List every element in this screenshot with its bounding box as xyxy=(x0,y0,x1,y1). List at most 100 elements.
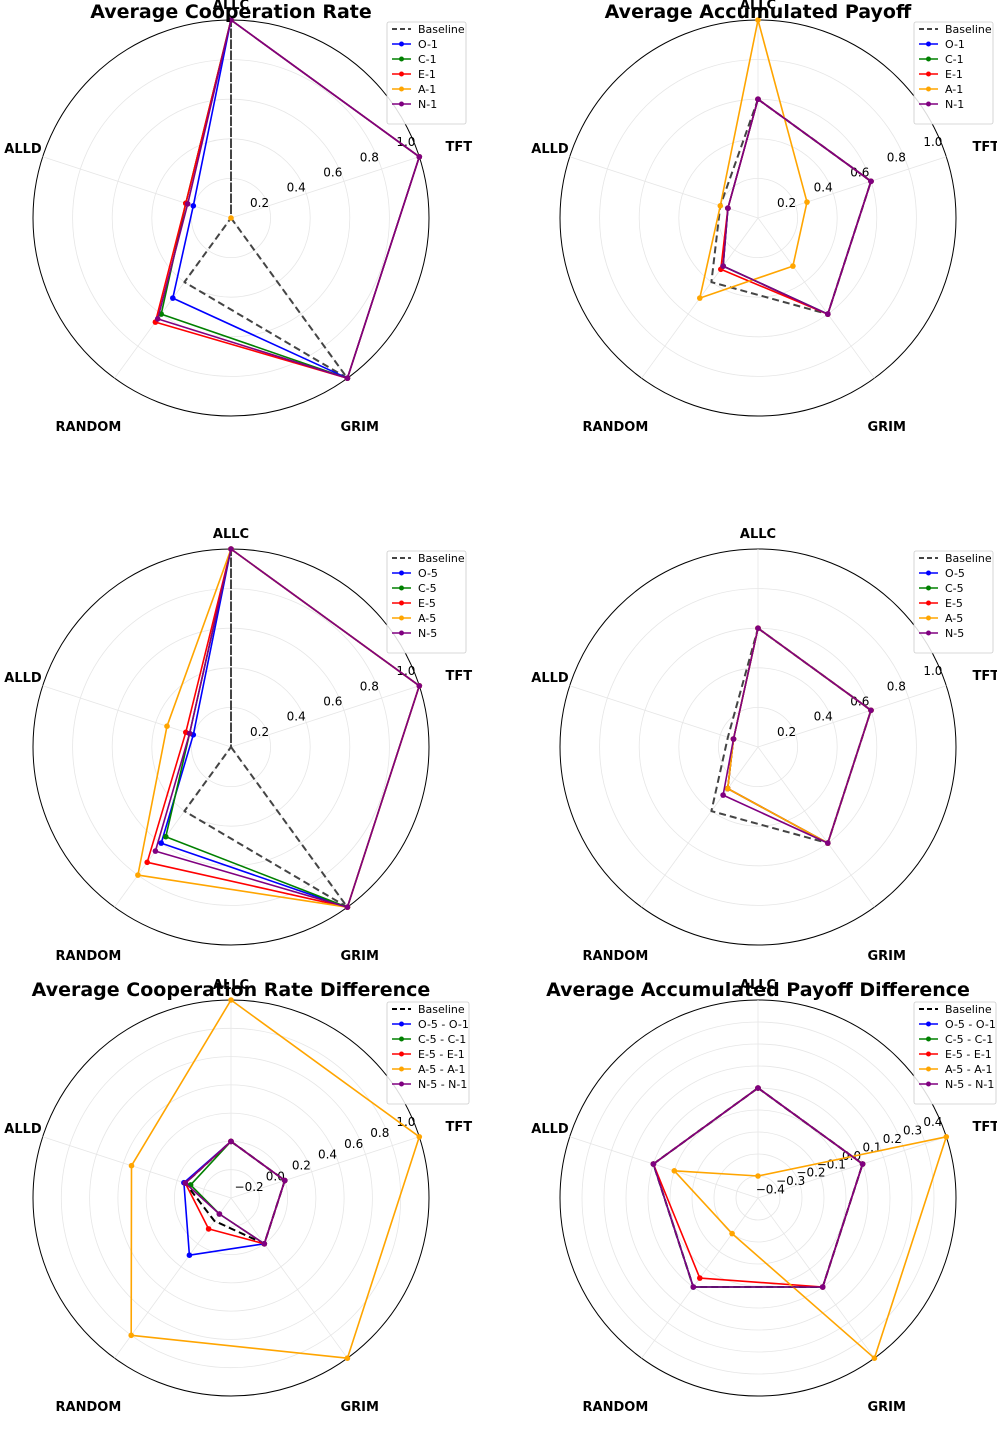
radial-tick-label: 0.8 xyxy=(360,679,379,693)
legend-label: C-5 - C-1 xyxy=(945,1033,993,1046)
data-point xyxy=(228,1138,234,1145)
series-line xyxy=(184,1140,286,1245)
legend-marker xyxy=(399,570,404,576)
radial-tick-label: 0.8 xyxy=(887,679,906,693)
data-point xyxy=(416,154,423,160)
legend-marker xyxy=(399,585,404,591)
radial-tick-label: −0.2 xyxy=(796,1166,825,1180)
axis-label-alld: ALLD xyxy=(531,1122,569,1137)
legend-label: N-5 - N-1 xyxy=(945,1078,994,1091)
axis-label-grim: GRIM xyxy=(340,1400,378,1415)
spoke xyxy=(230,1136,420,1199)
series-line xyxy=(698,19,808,299)
spoke xyxy=(641,746,759,908)
axis-label-grim: GRIM xyxy=(340,949,378,964)
legend-frame xyxy=(913,21,994,125)
legend-marker xyxy=(926,585,931,591)
series-line xyxy=(154,548,421,909)
axis-label-alld: ALLD xyxy=(4,142,42,157)
radar-chart-2: 0.20.40.60.81.0ALLCTFTGRIMRANDOMALLDAver… xyxy=(531,0,997,435)
data-point xyxy=(182,1180,189,1186)
data-point xyxy=(190,203,197,209)
legend-label: O-5 xyxy=(945,567,965,580)
series-n-5-n-1 xyxy=(182,1138,288,1247)
radial-tick-label: 0.4 xyxy=(814,181,833,195)
legend-marker xyxy=(926,41,931,47)
data-point xyxy=(717,203,724,209)
spoke xyxy=(757,217,875,379)
legend-marker xyxy=(926,101,931,107)
series-a-5-a-1 xyxy=(128,997,423,1361)
axis-label-tft: TFT xyxy=(445,669,472,684)
data-point xyxy=(184,201,191,207)
data-point xyxy=(216,1211,223,1217)
series-line xyxy=(183,19,349,380)
series-line xyxy=(137,548,421,909)
data-point xyxy=(720,792,726,798)
data-point xyxy=(755,1173,761,1179)
spoke xyxy=(42,156,232,219)
series-line xyxy=(673,1136,948,1359)
axis-label-alld: ALLD xyxy=(531,671,569,686)
radial-tick-label: −0.1 xyxy=(817,1157,846,1171)
data-point xyxy=(650,1161,657,1167)
axis-label-alld: ALLD xyxy=(4,1122,42,1137)
data-point xyxy=(755,96,761,102)
legend-label: Baseline xyxy=(945,23,992,36)
axis-label-allc: ALLC xyxy=(213,978,249,993)
legend-frame xyxy=(386,21,467,125)
legend-frame xyxy=(386,1001,470,1105)
series-line xyxy=(130,999,421,1359)
legend-marker xyxy=(926,600,931,606)
axis-label-allc: ALLC xyxy=(740,0,776,13)
data-point xyxy=(671,1168,678,1174)
legend-frame xyxy=(913,550,994,654)
radar-chart-3: 0.2 0.4 0.6 0.8 1.0 ALLC TFT GRIM RANDOM ALLD Base… xyxy=(4,527,472,964)
legend: Baseline O-1 C-1 E-1 A-1 N-1 xyxy=(386,21,467,125)
series-a-1 xyxy=(228,215,234,221)
spoke xyxy=(230,685,420,748)
data-point xyxy=(868,707,874,714)
spoke xyxy=(230,1197,348,1359)
data-point xyxy=(205,1226,212,1232)
legend-label: O-5 - O-1 xyxy=(418,1018,469,1031)
radial-tick-label: 1.0 xyxy=(923,135,942,149)
legend-label: C-1 xyxy=(945,53,964,66)
series-line xyxy=(183,548,349,909)
spoke xyxy=(757,746,875,908)
radar-chart-4: 0.20.40.60.81.0ALLCTFTGRIMRANDOMALLDBase… xyxy=(531,527,997,964)
radial-tick-label: 0.8 xyxy=(887,150,906,164)
legend: Baseline O-5 C-5 E-5 A-5 N-5 xyxy=(386,550,467,654)
data-point xyxy=(158,840,164,846)
radial-tick-label: 0.6 xyxy=(344,1137,363,1151)
legend-label: E-5 xyxy=(418,597,436,610)
data-point xyxy=(690,1284,697,1290)
spoke xyxy=(757,156,947,219)
legend-label: A-5 - A-1 xyxy=(418,1063,465,1076)
data-point xyxy=(725,205,731,211)
spoke xyxy=(569,685,759,748)
legend-label: N-1 xyxy=(418,98,437,111)
legend-label: O-5 - O-1 xyxy=(945,1018,996,1031)
legend-marker xyxy=(399,615,404,621)
spoke xyxy=(569,1136,759,1199)
radial-tick-label: 0.2 xyxy=(777,725,796,739)
radial-tick-label: 0.2 xyxy=(777,196,796,210)
radial-tick-label: 0.3 xyxy=(903,1124,922,1138)
data-point xyxy=(868,178,874,185)
data-point xyxy=(344,904,351,910)
spoke xyxy=(757,1136,947,1199)
radial-tick-label: 0.6 xyxy=(323,695,342,709)
chart-title: Average Accumulated Payoff Difference xyxy=(546,979,970,1001)
series-n-5-n-1 xyxy=(650,1085,866,1290)
series-o-1 xyxy=(170,17,423,382)
series-n-5 xyxy=(720,625,874,846)
data-point xyxy=(697,1275,703,1281)
legend-label: Baseline xyxy=(418,552,465,565)
radial-tick-label: −0.4 xyxy=(756,1183,785,1197)
legend-marker xyxy=(399,86,404,92)
legend-frame xyxy=(386,550,467,654)
data-point xyxy=(261,1241,268,1247)
radial-tick-label: 1.0 xyxy=(396,135,415,149)
